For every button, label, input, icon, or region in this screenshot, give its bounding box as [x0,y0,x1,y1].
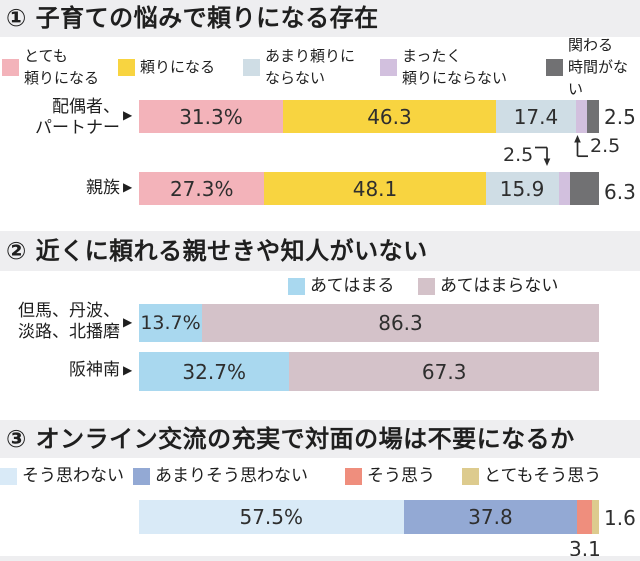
legend3-item: そう思わない [0,465,124,487]
row-label-hanshin-minami: 阪神南 [69,360,120,380]
triangle-marker-icon: ▶ [123,315,133,329]
segment-value: 57.5% [239,505,304,529]
legend3-item: とてもそう思う [462,465,601,487]
segment-value: 48.1 [352,176,398,201]
bar-segment: 37.8 [403,500,578,534]
triangle-marker-icon: ▶ [123,108,133,122]
bar-row-spouse-partner: 31.3% 46.3 17.4 [139,100,599,133]
legend1-item: まったく 頼りにならない [380,44,507,90]
segment-value: 32.7% [182,359,246,384]
legend-label: そう思う [367,466,435,486]
legend1-item: あまり頼りに ならない [243,44,355,90]
row-label-tajima-tamba-awaji-kitaharima: 但馬、丹波、 淡路、北播磨 [18,301,120,342]
bar-segment: 48.1 [264,172,486,205]
legend-label: あてはまる [310,276,395,296]
legend-swatch-not-reliable-at-all [380,58,397,76]
segment-value: 46.3 [367,104,412,129]
segment-value: 27.3% [169,176,234,201]
triangle-marker-icon: ▶ [123,363,133,377]
legend1-item: とても 頼りになる [2,44,99,90]
bar-segment: 31.3% [139,100,283,133]
legend-swatch-think-so [345,467,362,485]
bar-segment: 32.7% [139,352,290,391]
row-label-spouse-partner: 配偶者、 パートナー [35,97,120,138]
legend-label: とても 頼りになる [24,47,100,87]
bar-segment: 13.7% [139,304,203,342]
triangle-marker-icon: ▶ [123,180,133,194]
legend1-item: 頼りになる [118,44,215,90]
section2-title: ② 近くに頼れる親せきや知人がいない [6,237,428,265]
bar-segment [577,500,592,534]
bar-row-tajima: 13.7% 86.3 [139,304,599,342]
bar-segment: 17.4 [495,100,576,133]
value-callout: 2.5 [503,144,552,166]
section1-title: ① 子育ての悩みで頼りになる存在 [6,4,379,32]
segment-value: 31.3% [179,104,243,129]
legend2-item: あてはまる [288,275,394,297]
bar-row-relatives: 27.3% 48.1 15.9 [139,172,599,205]
legend-label: あまり頼りに ならない [265,47,356,87]
segment-value-outside: 1.6 [604,506,636,530]
bar-segment [558,172,571,205]
legend-label: あまりそう思わない [155,466,308,486]
segment-value: 15.9 [499,176,545,201]
callout-value: 2.5 [503,144,534,166]
bottom-divider [0,556,640,561]
legend3-item: あまりそう思わない [133,465,308,487]
legend-swatch-no-time [546,58,563,76]
value-callout: 2.5 [574,135,620,159]
section1-title-bar: ① 子育ての悩みで頼りになる存在 [0,0,640,37]
legend-swatch-very-reliable [2,58,19,76]
bar-segment: 15.9 [485,172,559,205]
bar-segment [587,100,599,133]
bar-row-online: 57.5% 37.8 [139,500,599,534]
legend-label: 関わる 時間がない [568,36,629,98]
bar-segment: 27.3% [139,172,265,205]
legend-swatch-applies [288,277,305,295]
callout-value: 2.5 [590,135,621,157]
legend-label: そう思わない [22,466,124,486]
bar-row-hanshin-minami: 32.7% 67.3 [139,352,599,391]
segment-value-outside: 2.5 [604,105,636,129]
corner-arrow-up-icon [574,135,588,159]
legend-swatch-dont-think-so [0,467,17,485]
legend-label: とてもそう思う [484,466,602,486]
segment-value: 37.8 [468,505,513,529]
legend-swatch-strongly-think-so [462,467,479,485]
legend-label: まったく 頼りにならない [402,47,508,87]
bar-segment: 86.3 [202,304,599,342]
legend-swatch-not-very-reliable [243,58,260,76]
legend-label: あてはまらない [440,276,559,296]
legend1-item: 関わる 時間がない [546,36,640,98]
section3-title: ③ オンライン交流の充実で対面の場は不要になるか [6,425,575,453]
bar-segment: 67.3 [289,352,599,391]
section3-title-bar: ③ オンライン交流の充実で対面の場は不要になるか [0,420,640,458]
segment-value: 13.7% [140,312,201,334]
legend-label: 頼りになる [140,58,216,76]
bar-segment: 57.5% [139,500,404,534]
bar-segment [591,500,599,534]
legend-swatch-dont-really-think-so [133,467,150,485]
segment-value-outside: 6.3 [604,180,636,204]
bar-segment [575,100,588,133]
segment-value: 67.3 [421,359,467,384]
legend-swatch-does-not-apply [418,277,435,295]
bar-segment: 46.3 [282,100,496,133]
legend3-item: そう思う [345,465,435,487]
segment-value: 86.3 [378,311,423,335]
bar-segment [570,172,599,205]
segment-value: 17.4 [513,104,559,129]
row-label-relatives: 親族 [86,178,120,198]
legend-swatch-reliable [118,58,135,76]
section2-title-bar: ② 近くに頼れる親せきや知人がいない [0,231,640,271]
corner-arrow-down-icon [535,144,552,166]
legend2-item: あてはまらない [418,275,558,297]
